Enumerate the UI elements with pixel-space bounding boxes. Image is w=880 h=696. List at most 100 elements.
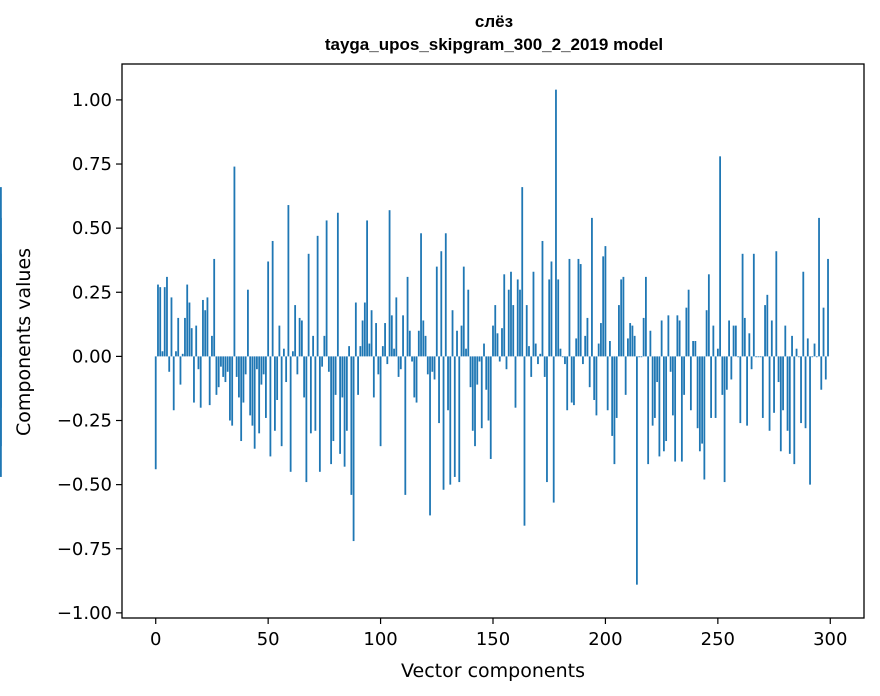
bar: [815, 356, 818, 358]
bar: [680, 356, 683, 462]
bar: [388, 210, 391, 357]
x-tick-label: 200: [588, 629, 622, 650]
bar: [824, 356, 827, 380]
bar: [397, 356, 400, 377]
bar: [451, 310, 454, 357]
bar: [278, 325, 281, 357]
bar: [393, 348, 395, 357]
bar: [330, 356, 333, 465]
bar: [474, 356, 476, 447]
bar: [215, 356, 218, 395]
bar: [820, 356, 823, 390]
bar: [247, 289, 249, 357]
bar: [622, 276, 625, 357]
bar: [752, 253, 755, 357]
bar: [193, 356, 195, 403]
bar: [818, 217, 820, 357]
bar: [386, 356, 389, 365]
bar: [579, 264, 582, 357]
bar: [757, 356, 760, 358]
bar: [157, 284, 159, 357]
bar: [732, 325, 735, 357]
bar: [471, 356, 474, 431]
bar: [516, 279, 519, 357]
bar: [503, 274, 506, 357]
bar: [647, 356, 650, 465]
bar: [404, 356, 407, 495]
bar: [723, 356, 726, 483]
bar: [379, 356, 382, 447]
bar: [316, 235, 319, 357]
bar: [440, 251, 443, 357]
bar: [743, 317, 746, 357]
bar: [480, 356, 483, 429]
bar: [181, 353, 184, 357]
bar: [809, 356, 811, 485]
bar: [492, 325, 494, 357]
bar: [438, 356, 440, 424]
bar: [573, 356, 575, 406]
bar: [260, 356, 263, 385]
bar: [447, 356, 449, 411]
bar: [739, 356, 742, 424]
bar: [345, 356, 348, 431]
bar: [363, 302, 366, 357]
bar: [552, 356, 555, 503]
bar: [521, 187, 524, 357]
bar: [343, 356, 346, 467]
y-tick-label: 0.00: [72, 346, 112, 367]
bar: [233, 166, 236, 357]
bar: [359, 346, 362, 357]
bar: [312, 335, 315, 357]
bar: [575, 338, 578, 357]
bar: [786, 356, 789, 431]
x-tick-label: 250: [701, 629, 735, 650]
bar: [282, 348, 285, 357]
bar: [584, 335, 587, 357]
bar: [564, 356, 566, 365]
bar: [611, 356, 614, 436]
bar: [827, 258, 829, 357]
bar: [368, 343, 371, 357]
bar: [791, 335, 793, 357]
bar: [788, 356, 791, 454]
bar: [782, 356, 784, 411]
bar: [784, 325, 787, 357]
bar: [211, 335, 213, 357]
chart-title-word: слёз: [474, 12, 514, 31]
bar: [460, 325, 463, 357]
bar: [291, 351, 294, 357]
bar: [417, 330, 420, 357]
y-axis-ticks: −1.00 −0.75 −0.50 −0.25 0.00 0.25 0.50 0.75 1.00: [57, 90, 122, 624]
bar: [208, 356, 211, 406]
bar: [822, 307, 825, 357]
bar: [764, 305, 766, 357]
bar: [806, 338, 809, 357]
y-tick-label: 0.25: [72, 282, 112, 303]
bar: [197, 356, 200, 370]
y-axis-label: Components values: [13, 248, 35, 436]
bar: [206, 297, 209, 357]
bar: [226, 356, 229, 372]
bar: [770, 320, 773, 357]
bar: [249, 356, 252, 416]
bar: [289, 356, 292, 472]
bar: [348, 346, 350, 357]
bar: [510, 271, 512, 357]
bar: [296, 356, 299, 375]
bar: [163, 287, 166, 357]
bar: [618, 305, 620, 357]
bar: [550, 261, 553, 357]
bar: [725, 356, 728, 390]
bar: [514, 356, 517, 408]
x-axis-ticks: 0 50 100 150 200 250 300: [150, 618, 847, 650]
bar: [602, 256, 605, 357]
bar: [390, 315, 393, 357]
bar: [276, 356, 279, 400]
bar: [539, 353, 542, 357]
bar: [334, 356, 337, 395]
bar: [323, 335, 326, 357]
bar: [222, 356, 225, 377]
bar: [429, 356, 431, 516]
